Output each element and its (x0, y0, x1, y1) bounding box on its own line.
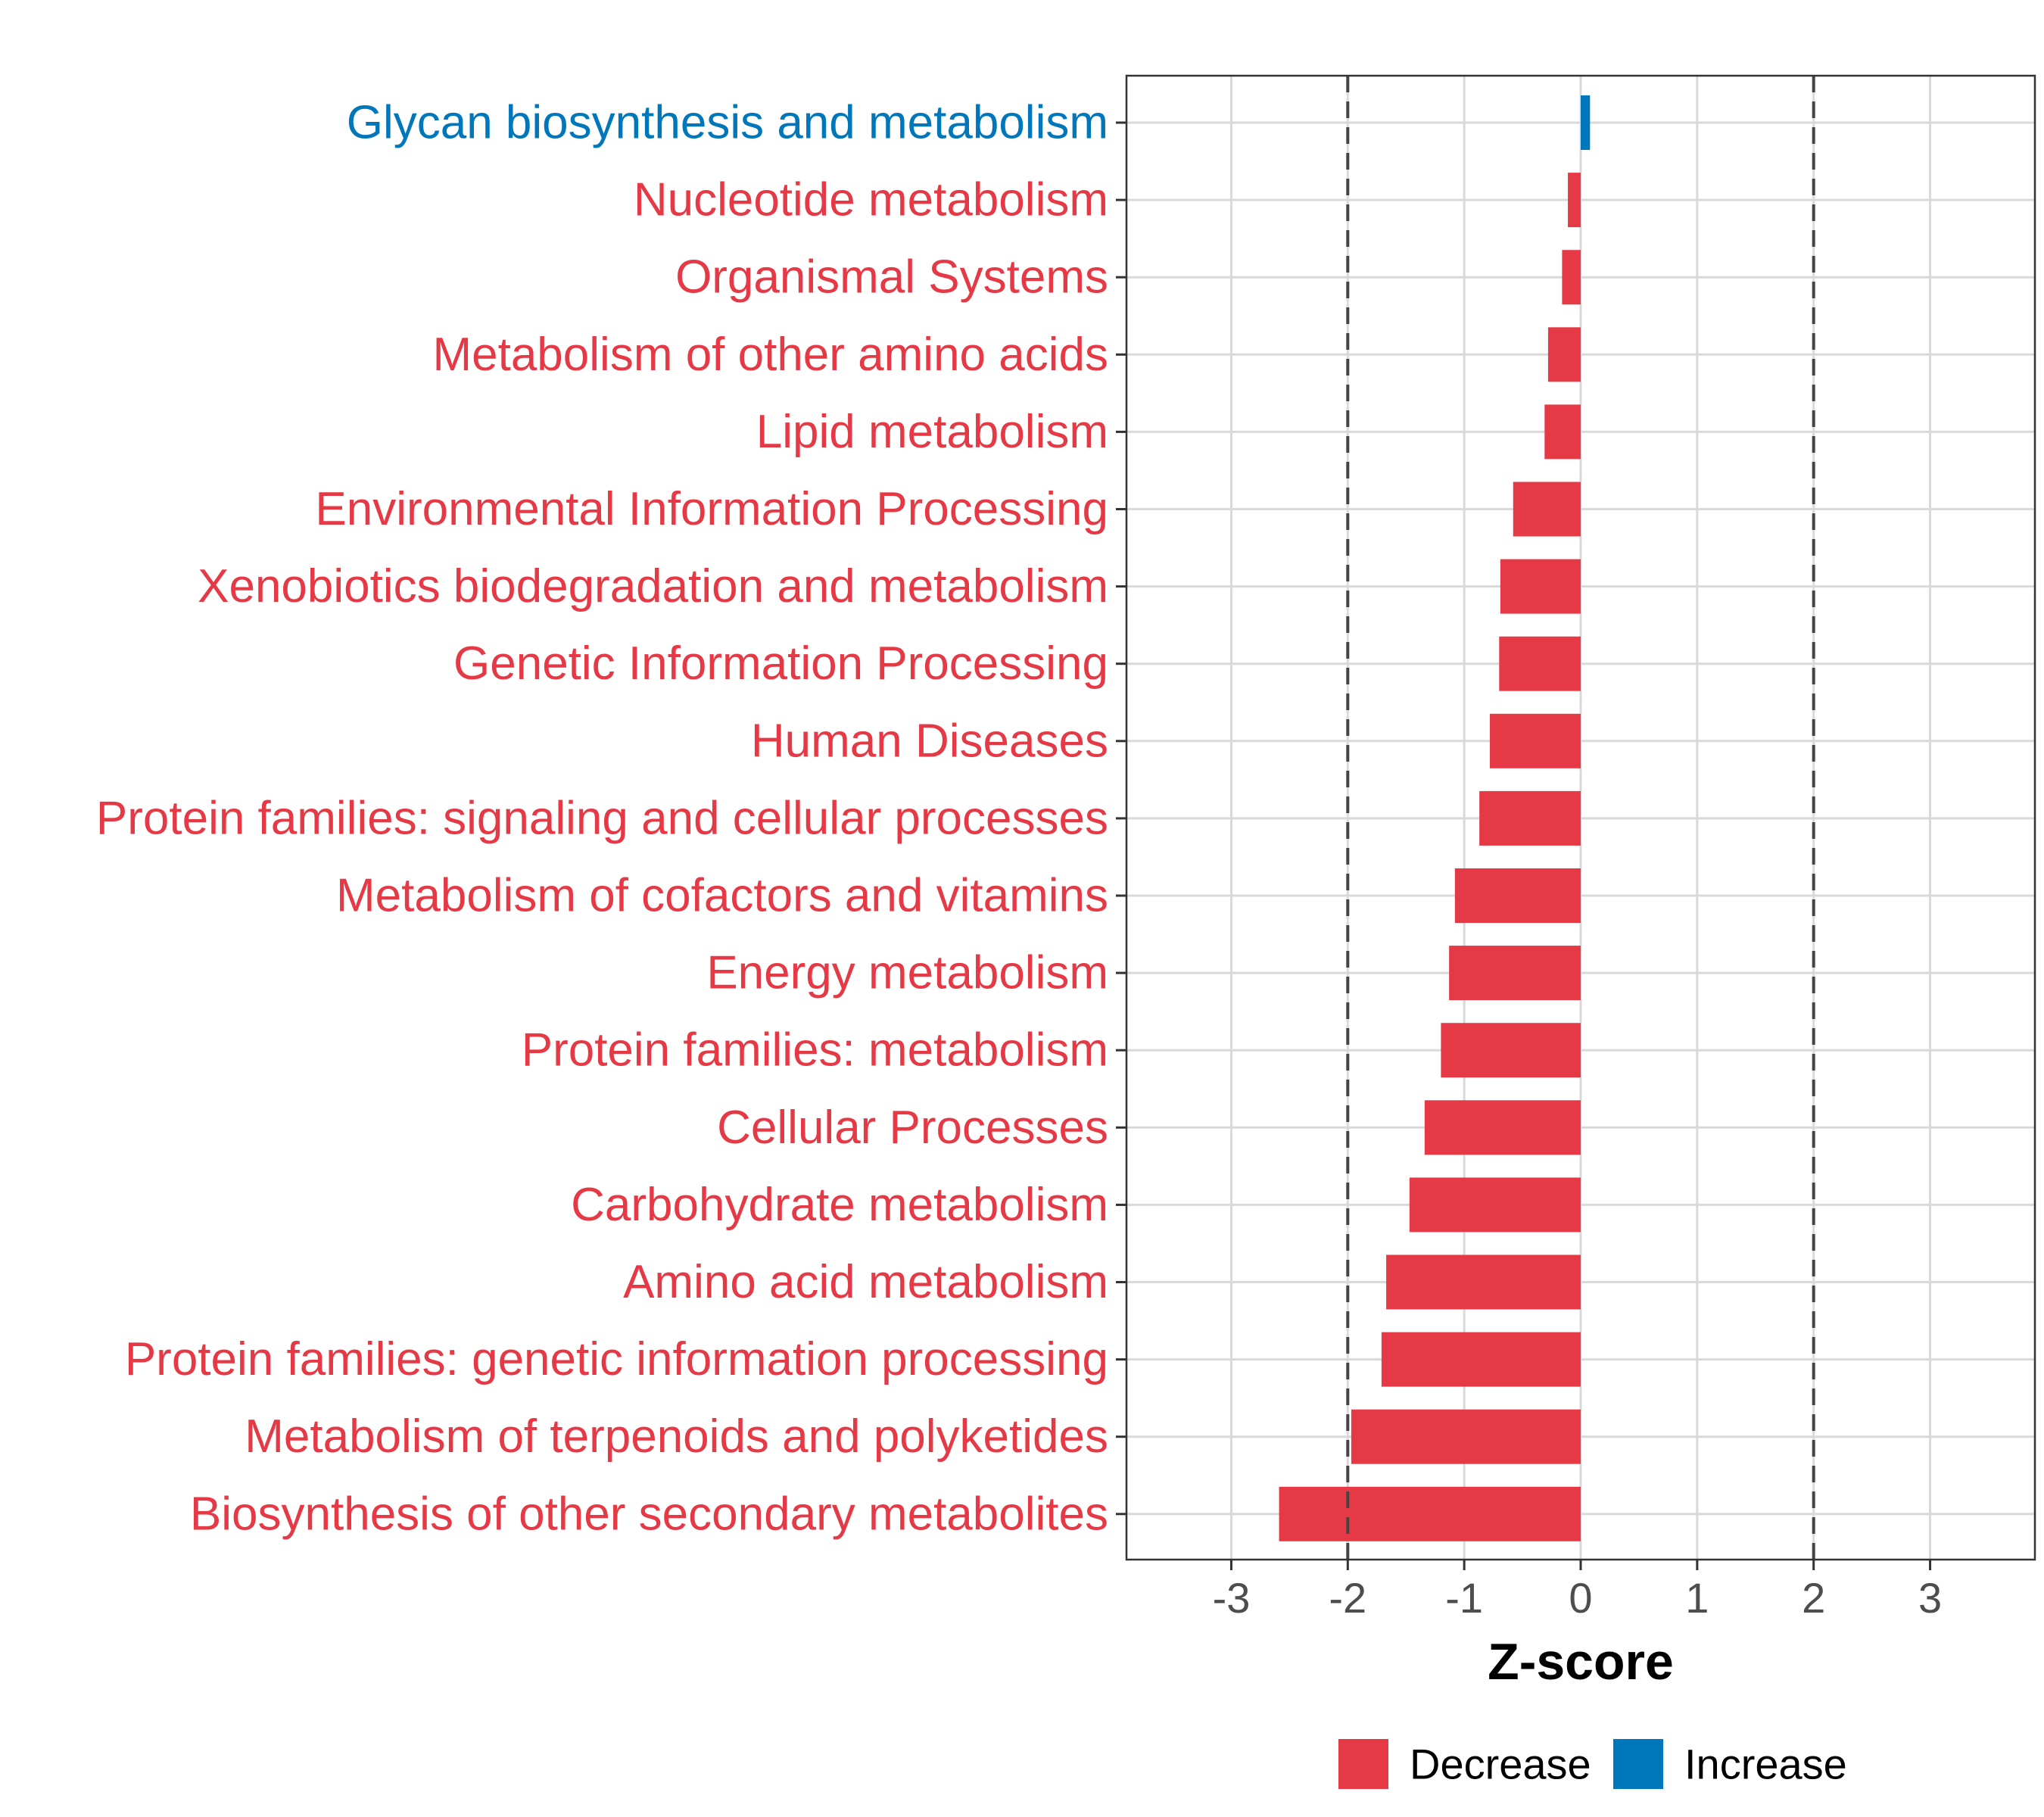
bar (1351, 1409, 1581, 1464)
legend-label: Increase (1684, 1741, 1847, 1788)
bars (1279, 95, 1591, 1541)
x-tick-label: 2 (1802, 1574, 1825, 1622)
legend: Decrease Increase (1338, 1739, 1847, 1789)
legend-swatch (1613, 1739, 1663, 1789)
legend-swatch (1338, 1739, 1388, 1789)
legend-label: Decrease (1410, 1741, 1591, 1788)
category-label: Metabolism of terpenoids and polyketides (245, 1410, 1108, 1463)
category-label: Metabolism of cofactors and vitamins (336, 870, 1108, 922)
category-label: Carbohydrate metabolism (571, 1179, 1108, 1231)
bar (1381, 1332, 1581, 1387)
category-label: Lipid metabolism (756, 406, 1108, 458)
category-label: Organismal Systems (675, 251, 1108, 304)
x-axis-ticks: -3 -2 -1 0 1 2 3 (1213, 1560, 1942, 1622)
category-label: Protein families: signaling and cellular… (96, 792, 1108, 844)
bar (1441, 1023, 1581, 1078)
x-tick-label: 3 (1918, 1574, 1942, 1622)
bar (1479, 790, 1581, 846)
bar (1568, 173, 1581, 228)
category-label: Nucleotide metabolism (634, 174, 1108, 226)
category-label: Cellular Processes (717, 1102, 1108, 1154)
bar (1409, 1177, 1581, 1233)
category-label: Metabolism of other amino acids (432, 329, 1108, 381)
category-label: Protein families: metabolism (522, 1024, 1108, 1077)
bar (1544, 404, 1581, 460)
category-label: Environmental Information Processing (315, 483, 1108, 535)
category-label: Xenobiotics biodegradation and metabolis… (198, 560, 1108, 612)
y-axis-ticks (1116, 121, 1126, 1516)
bar (1490, 713, 1581, 768)
x-tick-label: -1 (1445, 1574, 1483, 1622)
category-label: Genetic Information Processing (453, 637, 1108, 690)
x-tick-label: -2 (1329, 1574, 1366, 1622)
category-label: Protein families: genetic information pr… (125, 1333, 1108, 1385)
category-labels: Glycan biosynthesis and metabolism Nucleo… (96, 97, 1108, 1541)
x-tick-label: -3 (1213, 1574, 1251, 1622)
bar (1449, 946, 1581, 1001)
category-label: Glycan biosynthesis and metabolism (347, 97, 1108, 149)
x-axis-title: Z-score (1488, 1633, 1674, 1691)
bar (1499, 636, 1581, 691)
bar (1562, 250, 1581, 305)
x-tick-label: 0 (1569, 1574, 1592, 1622)
reference-lines (1346, 76, 1815, 1560)
bar (1386, 1254, 1581, 1310)
bar (1581, 95, 1591, 150)
bar (1279, 1486, 1581, 1541)
bar (1513, 482, 1581, 537)
x-tick-label: 1 (1685, 1574, 1709, 1622)
category-label: Energy metabolism (706, 947, 1108, 999)
category-label: Amino acid metabolism (623, 1256, 1108, 1308)
bar (1424, 1100, 1581, 1155)
bar (1547, 327, 1581, 382)
category-label: Human Diseases (751, 715, 1108, 767)
category-label: Biosynthesis of other secondary metaboli… (190, 1488, 1108, 1540)
bar (1500, 559, 1581, 614)
bar (1454, 868, 1581, 923)
